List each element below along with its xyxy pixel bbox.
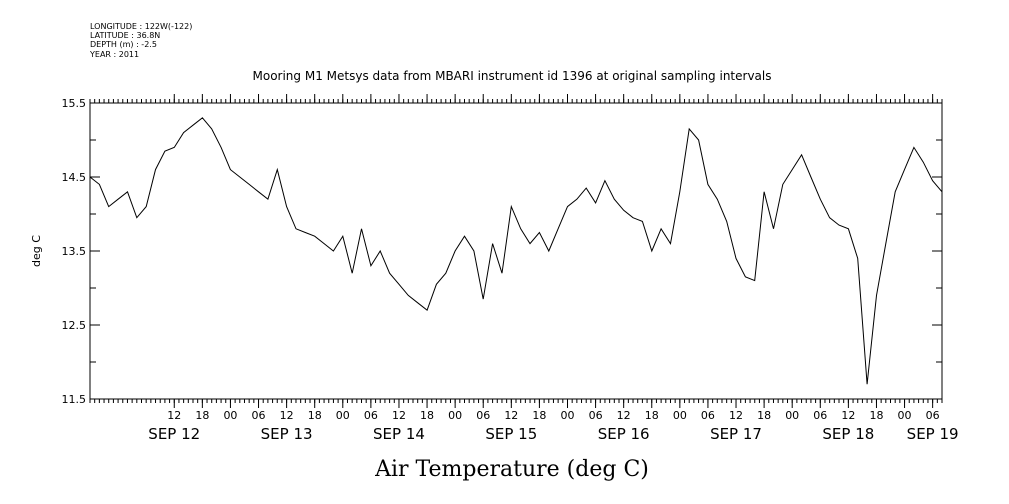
- x-hour-label: 00: [223, 409, 237, 422]
- x-hour-label: 06: [476, 409, 490, 422]
- x-hour-label: 06: [364, 409, 378, 422]
- x-hour-label: 00: [336, 409, 350, 422]
- x-hour-label: 18: [757, 409, 771, 422]
- x-axis-ticks: 12 18 00 06 12 18 00 06 12 18 00 06 12 18 00 06 12 18 00 06…: [148, 94, 959, 443]
- metadata-header: LONGITUDE : 122W(-122) LATITUDE : 36.8N …: [90, 22, 192, 59]
- x-hour-label: 00: [673, 409, 687, 422]
- y-tick-label: 13.5: [62, 245, 87, 258]
- y-tick-label: 14.5: [62, 171, 87, 184]
- x-hour-label: 12: [504, 409, 518, 422]
- air-temperature-series-line: [89, 117, 943, 385]
- x-hour-label: 06: [589, 409, 603, 422]
- depth-line: DEPTH (m) : -2.5: [90, 40, 157, 50]
- x-hour-label: 18: [645, 409, 659, 422]
- longitude-line: LONGITUDE : 122W(-122): [90, 22, 193, 31]
- x-date-label: SEP 14: [373, 425, 425, 443]
- plot-frame: [89, 102, 943, 400]
- x-date-label: SEP 19: [907, 425, 959, 443]
- x-hour-label: 06: [926, 409, 940, 422]
- x-hour-label: 18: [195, 409, 209, 422]
- x-date-label: SEP 17: [710, 425, 762, 443]
- x-date-label: SEP 13: [261, 425, 313, 443]
- x-hour-label: 00: [448, 409, 462, 422]
- minor-tick-marks: [89, 99, 943, 403]
- x-hour-label: 06: [252, 409, 266, 422]
- y-tick-label: 11.5: [62, 393, 87, 406]
- x-date-label: SEP 12: [148, 425, 200, 443]
- x-date-label: SEP 16: [598, 425, 650, 443]
- x-date-label: SEP 18: [822, 425, 874, 443]
- x-axis-label: Air Temperature (deg C): [374, 457, 649, 482]
- y-tick-label: 15.5: [62, 97, 87, 110]
- x-hour-label: 12: [167, 409, 181, 422]
- x-hour-label: 18: [420, 409, 434, 422]
- x-hour-label: 12: [841, 409, 855, 422]
- x-date-label: SEP 15: [485, 425, 537, 443]
- x-hour-label: 06: [701, 409, 715, 422]
- x-hour-label: 18: [532, 409, 546, 422]
- x-hour-label: 00: [560, 409, 574, 422]
- y-tick-label: 12.5: [62, 319, 87, 332]
- chart-title: Mooring M1 Metsys data from MBARI instru…: [253, 69, 772, 83]
- x-hour-label: 18: [308, 409, 322, 422]
- x-hour-label: 06: [813, 409, 827, 422]
- year-line: YEAR : 2011: [90, 49, 140, 59]
- x-hour-label: 12: [617, 409, 631, 422]
- x-hour-label: 00: [785, 409, 799, 422]
- x-hour-label: 18: [869, 409, 883, 422]
- y-axis-ticks: 11.5 12.5 13.5 14.5 15.5: [62, 97, 942, 406]
- x-hour-label: 00: [898, 409, 912, 422]
- x-hour-label: 12: [392, 409, 406, 422]
- x-hour-label: 12: [280, 409, 294, 422]
- latitude-line: LATITUDE : 36.8N: [90, 31, 161, 41]
- y-axis-label: deg C: [30, 235, 43, 267]
- x-hour-label: 12: [729, 409, 743, 422]
